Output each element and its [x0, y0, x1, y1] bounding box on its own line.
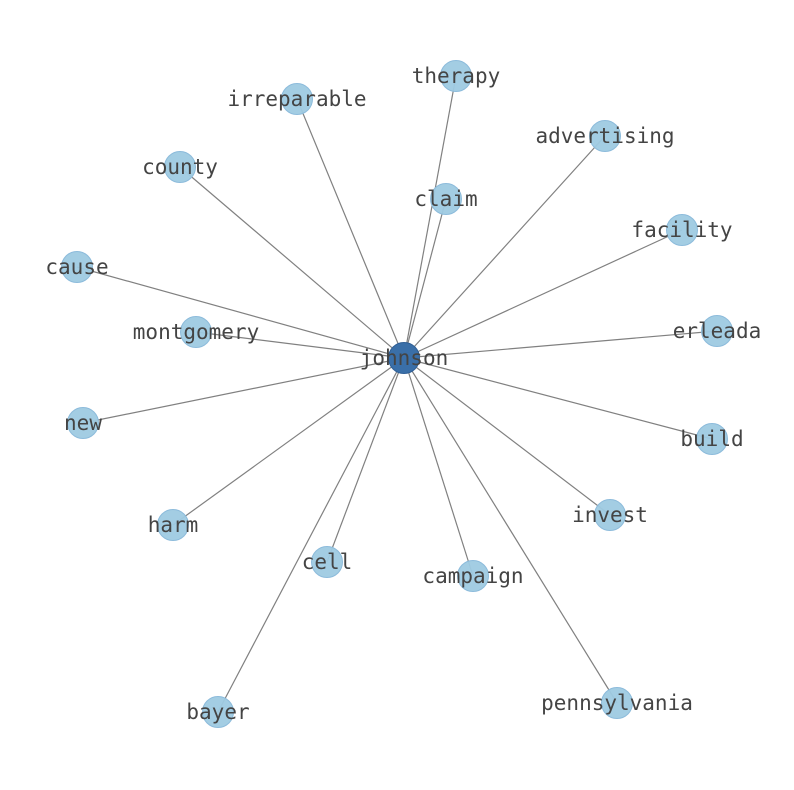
label-claim: claim: [414, 187, 477, 211]
label-bayer: bayer: [186, 700, 249, 724]
edge-invest: [403, 357, 611, 516]
label-cell: cell: [302, 550, 353, 574]
edge-erleada: [403, 330, 718, 359]
label-montgomery: montgomery: [133, 320, 259, 344]
node-invest[interactable]: [594, 499, 626, 531]
node-erleada[interactable]: [701, 315, 733, 347]
label-pennsylvania: pennsylvania: [541, 691, 693, 715]
node-therapy[interactable]: [440, 60, 472, 92]
edge-claim: [403, 198, 447, 359]
label-johnson: johnson: [360, 346, 449, 370]
edges: [76, 75, 718, 713]
node-build[interactable]: [696, 423, 728, 455]
node-johnson[interactable]: [388, 342, 420, 374]
label-county: county: [142, 155, 218, 179]
labels: johnson therapy irreparable advertising coun…: [45, 64, 761, 724]
label-build: build: [680, 427, 743, 451]
node-county[interactable]: [164, 151, 196, 183]
edge-harm: [172, 357, 405, 526]
node-facility[interactable]: [666, 214, 698, 246]
edge-build: [403, 357, 713, 440]
label-advertising: advertising: [535, 124, 674, 148]
node-bayer[interactable]: [202, 696, 234, 728]
label-therapy: therapy: [412, 64, 501, 88]
edge-county: [179, 166, 405, 359]
node-montgomery[interactable]: [180, 316, 212, 348]
edge-cause: [76, 266, 405, 359]
node-claim[interactable]: [430, 183, 462, 215]
label-irreparable: irreparable: [227, 87, 366, 111]
edge-campaign: [403, 357, 474, 577]
node-irreparable[interactable]: [281, 83, 313, 115]
edge-irreparable: [296, 98, 405, 359]
nodes: [61, 60, 733, 728]
edge-new: [82, 357, 405, 424]
edge-bayer: [217, 357, 405, 713]
edge-montgomery: [195, 331, 405, 359]
label-facility: facility: [631, 218, 732, 242]
node-pennsylvania[interactable]: [601, 687, 633, 719]
edge-therapy: [403, 75, 457, 359]
edge-facility: [403, 229, 683, 359]
node-advertising[interactable]: [589, 120, 621, 152]
node-new[interactable]: [67, 407, 99, 439]
edge-cell: [326, 357, 405, 563]
edge-pennsylvania: [403, 357, 618, 704]
node-cell[interactable]: [311, 546, 343, 578]
node-cause[interactable]: [61, 251, 93, 283]
label-campaign: campaign: [422, 564, 523, 588]
label-harm: harm: [148, 513, 199, 537]
label-invest: invest: [572, 503, 648, 527]
label-new: new: [64, 411, 102, 435]
label-cause: cause: [45, 255, 108, 279]
label-erleada: erleada: [673, 319, 762, 343]
node-campaign[interactable]: [457, 560, 489, 592]
node-harm[interactable]: [157, 509, 189, 541]
edge-advertising: [403, 135, 606, 359]
